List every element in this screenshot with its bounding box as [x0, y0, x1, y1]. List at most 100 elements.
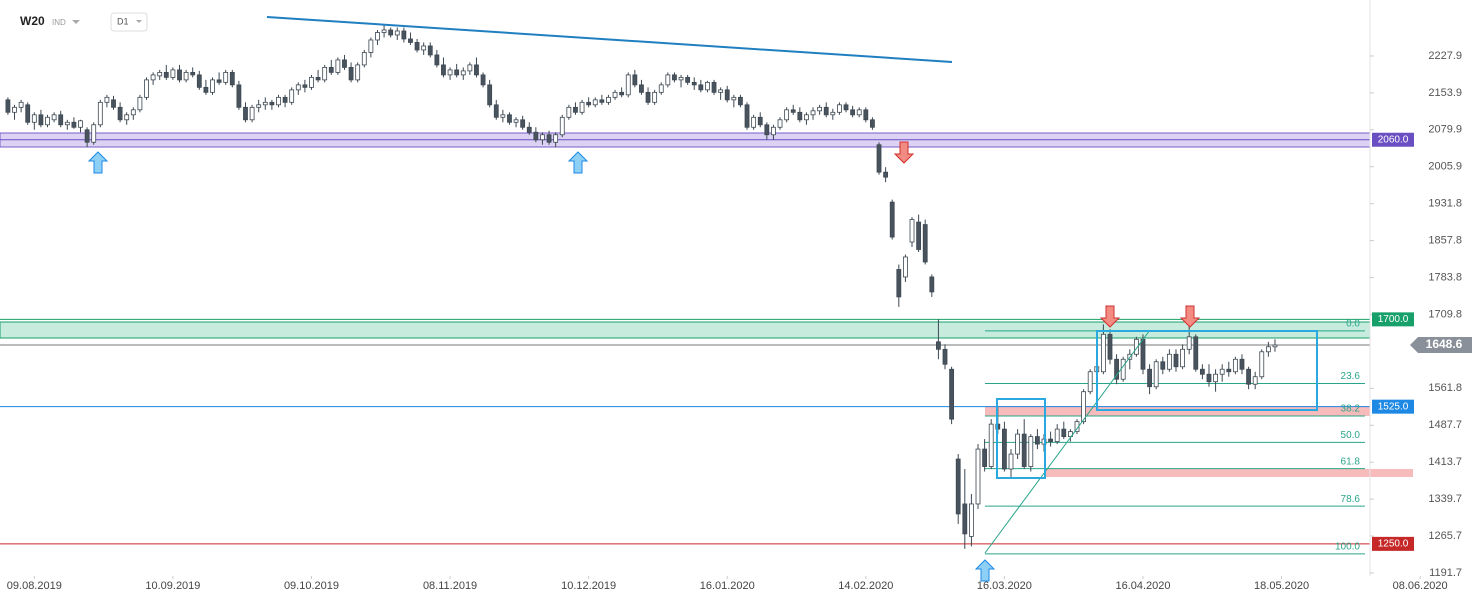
bull-body — [51, 114, 57, 121]
fib-label: 100.0 — [1335, 541, 1360, 552]
bear-body — [111, 99, 116, 108]
levels-layer — [0, 139, 1370, 555]
x-tick-label: 16.03.2020 — [977, 580, 1032, 592]
down-arrow — [1099, 305, 1121, 328]
bear-body — [282, 96, 288, 103]
fib-label: 0.0 — [1346, 318, 1360, 329]
bull-body — [355, 64, 361, 81]
bull-body — [559, 116, 565, 136]
y-tick-label: 2153.9 — [1428, 87, 1462, 99]
bull-body — [1008, 453, 1014, 470]
level-label-box — [1372, 312, 1414, 327]
fib-diagonal — [984, 329, 1151, 554]
interval-select[interactable] — [110, 12, 148, 32]
bull-body — [262, 101, 268, 106]
bear-body — [348, 67, 354, 81]
x-tick-label: 10.09.2019 — [145, 580, 200, 592]
y-tick-label: 1783.8 — [1428, 271, 1462, 283]
y-tick-label: 1709.8 — [1428, 308, 1462, 320]
bear-body — [163, 71, 169, 78]
bear-body — [117, 106, 123, 121]
bear-body — [5, 99, 11, 113]
x-tick-label: 18.05.2020 — [1254, 580, 1309, 592]
bear-body — [427, 45, 433, 56]
interval[interactable]: D1 — [117, 16, 129, 26]
bear-body — [1061, 428, 1067, 438]
bull-body — [1272, 344, 1278, 348]
bear-body — [711, 81, 717, 93]
bull-body — [1259, 351, 1265, 378]
bull-body — [467, 64, 473, 72]
bull-body — [368, 39, 374, 53]
bear-body — [698, 84, 704, 91]
fib-label: 23.6 — [1341, 371, 1361, 382]
bull-body — [460, 70, 466, 76]
x-tick-label: 16.04.2020 — [1115, 580, 1170, 592]
red-zone — [1045, 469, 1413, 477]
bear-body — [744, 104, 750, 128]
bear-body — [982, 448, 988, 467]
bear-body — [1034, 436, 1040, 445]
bear-body — [823, 106, 829, 116]
market: IND — [52, 18, 66, 27]
dropdown-caret[interactable] — [72, 20, 80, 24]
x-tick-label: 08.11.2019 — [423, 580, 477, 592]
bull-body — [210, 79, 215, 93]
bear-body — [1246, 368, 1251, 385]
symbol[interactable]: W20 — [20, 14, 45, 28]
bear-body — [196, 74, 202, 88]
bear-body — [685, 76, 691, 83]
bear-body — [1048, 438, 1053, 442]
bull-body — [1028, 436, 1034, 467]
bull-body — [804, 114, 809, 121]
bear-body — [507, 114, 512, 123]
y-tick-label: 1931.8 — [1428, 198, 1462, 210]
header: W20 IND D1 — [20, 12, 148, 32]
bear-body — [401, 30, 407, 40]
bear-body — [474, 64, 479, 76]
bear-body — [269, 101, 275, 106]
bull-body — [276, 96, 281, 106]
level-label: 2060.0 — [1378, 134, 1409, 145]
range-box — [996, 398, 1046, 479]
bull-body — [249, 106, 255, 121]
bull-body — [394, 30, 400, 36]
bear-body — [883, 171, 889, 178]
bull-body — [540, 134, 545, 141]
bear-body — [936, 341, 941, 350]
bear-body — [229, 71, 235, 86]
bear-body — [929, 276, 935, 293]
bull-body — [309, 76, 314, 88]
bull-body — [1133, 338, 1139, 355]
bull-body — [137, 96, 143, 111]
bear-body — [876, 144, 882, 173]
dropdown-caret — [136, 20, 142, 23]
bear-body — [632, 74, 638, 86]
bull-body — [150, 74, 156, 81]
bear-body — [1114, 358, 1119, 380]
level-label: 1250.0 — [1378, 539, 1409, 550]
bull-body — [777, 119, 783, 128]
bear-body — [1206, 373, 1212, 383]
bull-body — [1219, 368, 1225, 375]
bear-body — [493, 104, 499, 118]
annotations — [87, 16, 1318, 582]
down-arrow — [1179, 305, 1201, 328]
bull-body — [97, 101, 103, 126]
x-tick-label: 09.10.2019 — [284, 580, 339, 592]
level-label-box — [1372, 132, 1414, 147]
bull-body — [817, 106, 823, 112]
bear-body — [1239, 358, 1245, 370]
y-tick-label: 1857.8 — [1428, 235, 1462, 247]
bear-body — [1140, 338, 1146, 370]
bull-body — [652, 91, 658, 103]
y-tick-label: 1487.7 — [1428, 419, 1462, 431]
bull-body — [104, 96, 110, 103]
bull-body — [1081, 391, 1086, 423]
fib-label: 61.8 — [1341, 456, 1361, 467]
last-price: 1648.6 — [1426, 337, 1463, 351]
bear-body — [1107, 333, 1113, 360]
bull-body — [421, 45, 427, 51]
bear-body — [916, 221, 922, 250]
